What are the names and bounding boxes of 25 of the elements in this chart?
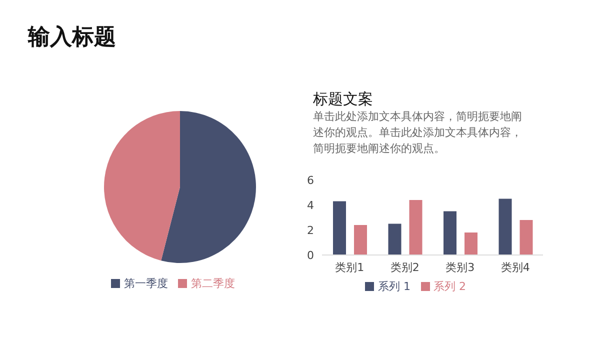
x-tick-label: 类别3 [446,260,475,274]
y-tick-label: 6 [307,174,314,187]
x-tick-label: 类别4 [500,260,530,274]
y-tick-label: 4 [307,198,314,212]
bar [498,198,512,255]
x-tick-label: 类别1 [335,260,364,274]
bar [409,200,422,255]
bar [333,201,346,255]
chart-title: 输入标题 [28,24,116,52]
legend-label: 系列 2 [434,280,466,293]
pie-slice [161,111,256,263]
chart-title: 标题文案 [313,90,373,109]
y-tick-label: 2 [307,224,314,237]
bar [464,232,478,255]
legend-label: 系列 1 [378,280,410,293]
legend-label: 第二季度 [191,277,235,290]
y-tick-label: 0 [307,248,314,262]
x-tick-label: 类别2 [390,260,420,274]
bar [354,225,367,255]
bar [388,224,402,255]
chart-subtitle: 单击此处添加文本具体内容，简明扼要地阐述你的观点。单击此处添加文本具体内容，简明扼要地阐述你的观点。 [313,109,523,157]
bar [520,220,533,255]
pie-slice [104,111,180,261]
bar [444,211,456,255]
legend-label: 第一季度 [124,277,168,290]
